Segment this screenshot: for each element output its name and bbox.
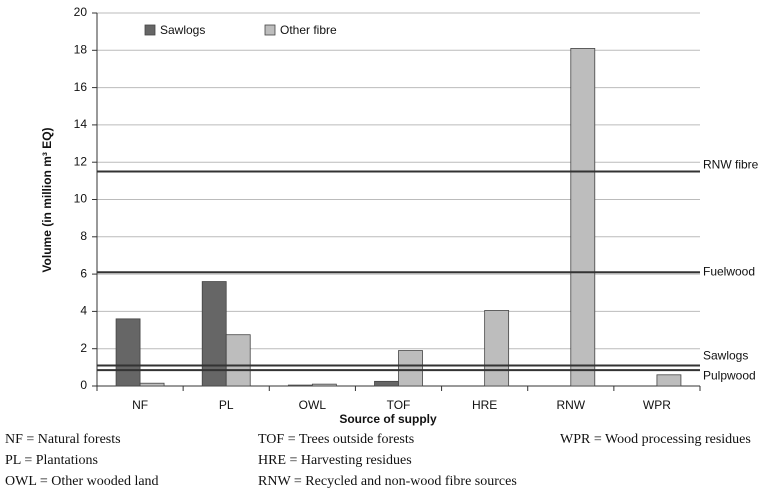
x-tick-label: PL [219, 398, 234, 412]
bar [115, 318, 141, 387]
note: OWL = Other wooded land [5, 474, 159, 489]
note: WPR = Wood processing residues [560, 432, 751, 447]
x-tick-label: HRE [472, 398, 497, 412]
reference-label: Fuelwood [703, 264, 755, 278]
y-tick-label: 8 [80, 229, 87, 243]
note: HRE = Harvesting residues [258, 453, 412, 468]
reference-label: Pulpwood [703, 368, 756, 382]
y-tick-label: 16 [74, 80, 88, 94]
bar [311, 383, 337, 387]
y-tick-label: 4 [80, 304, 87, 318]
y-tick-label: 10 [74, 192, 88, 206]
x-axis-title: Source of supply [339, 412, 437, 426]
bar [225, 334, 251, 387]
bar [374, 380, 399, 387]
reference-label: RNW fibre [703, 158, 759, 172]
x-tick-label: WPR [643, 398, 671, 412]
y-tick-label: 6 [80, 266, 87, 280]
y-axis-title: Volume (in million m³ EQ) [40, 127, 54, 272]
note: RNW = Recycled and non-wood fibre source… [258, 474, 517, 489]
y-tick-label: 12 [74, 154, 88, 168]
bar [398, 350, 423, 387]
legend-swatch [264, 24, 276, 36]
y-tick-label: 18 [74, 42, 88, 56]
y-tick-label: 14 [74, 117, 88, 131]
bar [287, 384, 313, 387]
reference-label: Sawlogs [703, 349, 748, 363]
bar [139, 382, 165, 387]
bar [570, 48, 596, 387]
legend-label: Sawlogs [160, 23, 205, 37]
note: NF = Natural forests [5, 432, 121, 447]
bar [656, 374, 682, 387]
y-tick-label: 20 [74, 5, 88, 19]
bar [201, 281, 227, 387]
x-tick-label: TOF [387, 398, 411, 412]
x-tick-label: RNW [556, 398, 585, 412]
note: TOF = Trees outside forests [258, 432, 414, 447]
y-tick-label: 2 [80, 341, 87, 355]
bar [484, 310, 510, 387]
x-tick-label: NF [132, 398, 148, 412]
legend-label: Other fibre [280, 23, 337, 37]
y-tick-label: 0 [80, 378, 87, 392]
legend-swatch [144, 24, 156, 36]
note: PL = Plantations [5, 453, 98, 468]
x-tick-label: OWL [299, 398, 327, 412]
